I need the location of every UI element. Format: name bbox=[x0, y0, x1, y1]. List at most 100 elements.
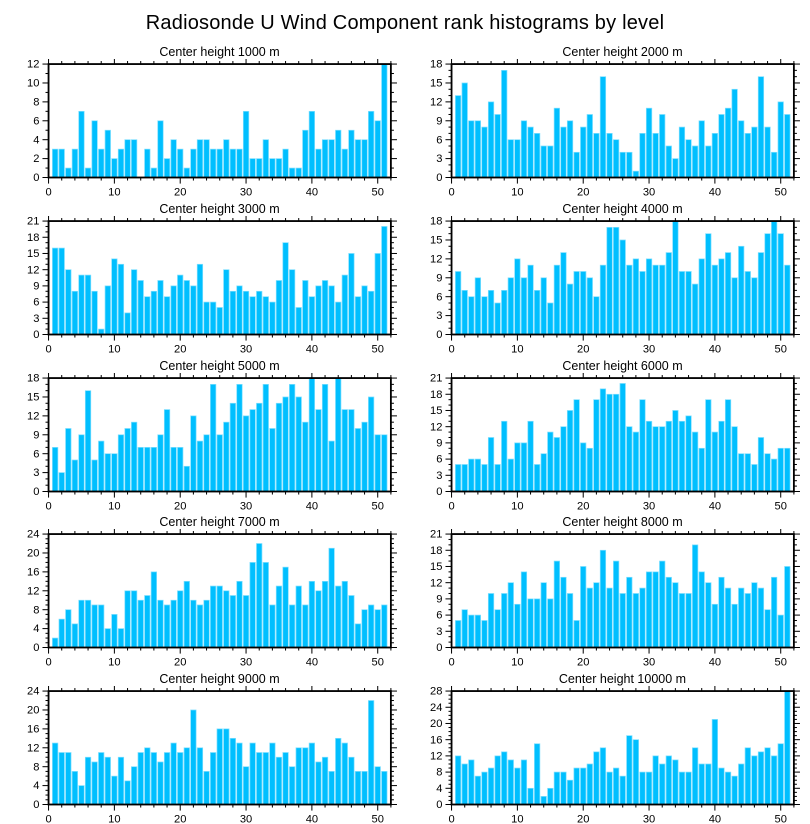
plot-frame bbox=[47, 63, 392, 179]
histogram-bar bbox=[652, 425, 659, 492]
histogram-bar bbox=[289, 167, 296, 178]
axes bbox=[445, 686, 800, 811]
histogram-bar bbox=[308, 581, 315, 649]
histogram-bar bbox=[455, 755, 462, 806]
bars bbox=[52, 225, 388, 335]
histogram-bar bbox=[487, 101, 495, 178]
histogram-bar bbox=[731, 425, 738, 492]
histogram-bar bbox=[619, 593, 626, 649]
histogram-bar bbox=[374, 434, 381, 492]
histogram-bar bbox=[91, 120, 98, 178]
histogram-bar bbox=[692, 431, 699, 492]
y-tick-label: 12 bbox=[430, 751, 442, 763]
bars bbox=[455, 382, 791, 492]
y-tick-label: 12 bbox=[27, 264, 39, 276]
subplot-title: Center height 4000 m bbox=[562, 201, 683, 216]
histogram-bar bbox=[692, 283, 699, 335]
histogram-subplot: Center height 1000 m 0 2 4 6 8 10 12 0 10 20 30 40 5… bbox=[6, 45, 399, 201]
plot-frame bbox=[450, 219, 795, 336]
histogram-bar bbox=[514, 442, 521, 492]
x-tick-label: 10 bbox=[108, 500, 120, 512]
histogram-bar bbox=[652, 133, 659, 178]
histogram-bar bbox=[731, 604, 738, 649]
x-tick-label: 30 bbox=[643, 814, 655, 824]
y-tick-label: 3 bbox=[436, 153, 442, 165]
histogram-bar bbox=[698, 258, 705, 335]
histogram-bar bbox=[381, 225, 388, 335]
histogram-bar bbox=[527, 598, 534, 649]
histogram-bar bbox=[137, 752, 144, 806]
histogram-bar bbox=[52, 638, 59, 649]
histogram-bar bbox=[65, 427, 72, 492]
histogram-bar bbox=[163, 752, 171, 806]
histogram-bar bbox=[196, 604, 204, 649]
histogram-bar bbox=[117, 757, 125, 806]
histogram-bar bbox=[751, 755, 758, 806]
histogram-bar bbox=[282, 148, 289, 178]
histogram-bar bbox=[117, 148, 125, 178]
x-tick-label: 40 bbox=[709, 814, 721, 824]
histogram-bar bbox=[501, 70, 508, 178]
histogram-bar bbox=[580, 566, 587, 649]
x-tick-label: 10 bbox=[108, 814, 120, 824]
y-tick-label: 6 bbox=[436, 134, 442, 146]
x-tick-label: 40 bbox=[709, 657, 721, 669]
histogram-bar bbox=[341, 408, 348, 492]
histogram-bar bbox=[626, 577, 633, 649]
histogram-bar bbox=[619, 775, 626, 806]
histogram-bar bbox=[672, 158, 679, 178]
histogram-bar bbox=[216, 148, 223, 178]
x-tick-label: 40 bbox=[709, 187, 721, 199]
histogram-bar bbox=[599, 388, 607, 492]
histogram-bar bbox=[256, 158, 263, 178]
histogram-bar bbox=[150, 571, 157, 649]
bars bbox=[52, 700, 388, 806]
tick-labels: 0 3 6 9 12 15 18 0 10 20 30 40 50 bbox=[27, 373, 384, 513]
y-tick-label: 0 bbox=[33, 799, 39, 811]
y-tick-label: 0 bbox=[436, 329, 442, 341]
x-tick-label: 20 bbox=[577, 814, 589, 824]
x-tick-label: 20 bbox=[577, 187, 589, 199]
histogram-bar bbox=[348, 595, 355, 649]
x-tick-label: 10 bbox=[108, 187, 120, 199]
y-tick-label: 20 bbox=[430, 718, 442, 730]
histogram-bar bbox=[672, 759, 679, 806]
subplot-title: Center height 8000 m bbox=[562, 515, 683, 530]
y-tick-label: 3 bbox=[436, 470, 442, 482]
x-tick-label: 50 bbox=[372, 187, 384, 199]
histogram-bar bbox=[613, 393, 620, 492]
histogram-bar bbox=[335, 301, 342, 335]
histogram-bar bbox=[514, 139, 521, 178]
histogram-bar bbox=[566, 409, 574, 492]
x-tick-label: 30 bbox=[240, 657, 252, 669]
histogram-bar bbox=[295, 747, 302, 806]
histogram-bar bbox=[514, 258, 521, 335]
histogram-bar bbox=[685, 593, 692, 649]
histogram-bar bbox=[196, 440, 204, 492]
histogram-bar bbox=[52, 247, 59, 335]
histogram-bar bbox=[606, 226, 613, 335]
histogram-bar bbox=[751, 463, 758, 492]
histogram-bar bbox=[724, 588, 732, 649]
y-tick-label: 9 bbox=[436, 437, 442, 449]
x-tick-label: 40 bbox=[709, 500, 721, 512]
y-tick-label: 3 bbox=[33, 313, 39, 325]
histogram-bar bbox=[718, 577, 725, 649]
x-tick-label: 50 bbox=[372, 814, 384, 824]
histogram-bar bbox=[619, 382, 626, 492]
histogram-bar bbox=[124, 139, 131, 178]
histogram-bar bbox=[170, 285, 177, 335]
histogram-bar bbox=[354, 427, 362, 492]
y-tick-label: 15 bbox=[430, 562, 442, 574]
histogram-bar bbox=[711, 133, 718, 178]
histogram-bar bbox=[256, 752, 263, 806]
histogram-bar bbox=[652, 571, 659, 649]
histogram-bar bbox=[626, 151, 633, 178]
histogram-bar bbox=[308, 742, 315, 806]
histogram-bar bbox=[645, 420, 653, 492]
x-tick-label: 20 bbox=[174, 344, 186, 356]
histogram-bar bbox=[698, 571, 705, 649]
histogram-bar bbox=[78, 274, 85, 335]
histogram-bar bbox=[262, 383, 269, 492]
